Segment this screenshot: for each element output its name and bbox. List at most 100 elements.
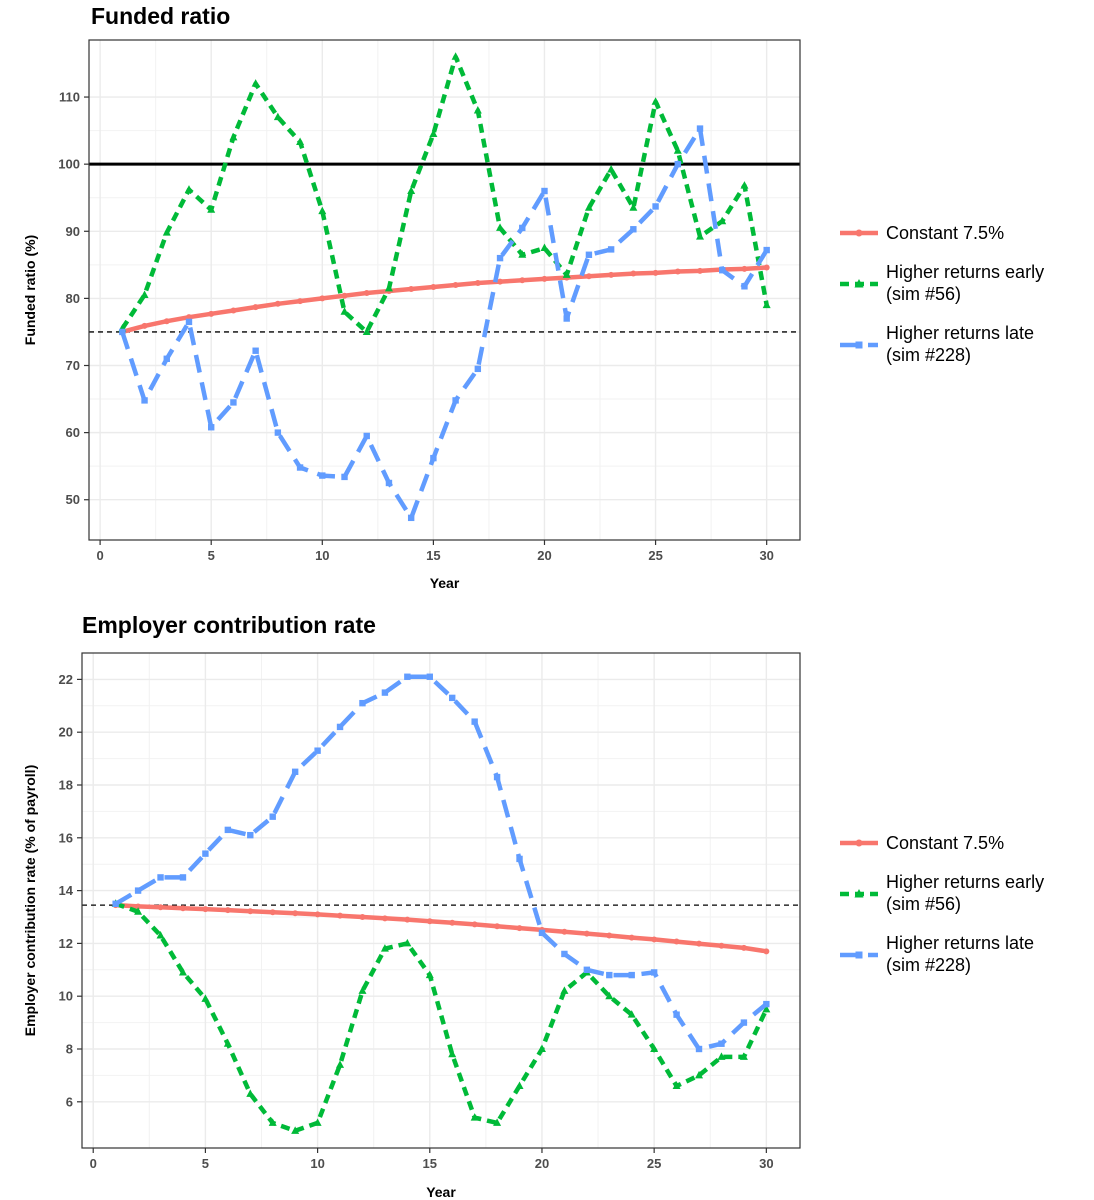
x-tick-label: 25 [647, 1156, 661, 1171]
data-point [696, 940, 703, 947]
data-point [695, 1070, 704, 1079]
data-point [156, 930, 165, 939]
series-line [114, 674, 768, 1052]
data-point [380, 944, 389, 952]
data-point [141, 322, 148, 329]
legend-key-marker [855, 951, 863, 959]
data-point [341, 473, 348, 481]
legend-key-marker [854, 279, 864, 288]
data-point [496, 254, 504, 262]
data-point [563, 315, 570, 322]
funded-ratio-chart: Funded ratio 0 5 10 15 20 25 30 50 60 70 80 90 100 110… [22, 3, 1044, 591]
legend: Constant 7.5% Higher returns early (sim #5… [840, 223, 1044, 365]
data-point [426, 673, 433, 680]
x-tick-label: 15 [423, 1156, 437, 1171]
data-point [471, 921, 478, 928]
data-point [337, 912, 344, 919]
legend-label: Higher returns late (sim #228) [886, 323, 1034, 365]
series-line [121, 265, 767, 335]
data-point [628, 934, 635, 941]
x-tick-label: 10 [315, 548, 329, 563]
data-point [291, 768, 299, 775]
data-point [673, 938, 680, 945]
data-point [273, 112, 282, 121]
data-point [429, 129, 438, 137]
y-tick-label: 100 [58, 157, 80, 172]
data-point [763, 948, 770, 955]
data-point [739, 1052, 748, 1060]
data-point [201, 994, 210, 1002]
data-point [474, 365, 482, 373]
data-point [408, 285, 415, 292]
y-tick-label: 14 [59, 883, 74, 898]
data-point [607, 246, 615, 253]
data-point [763, 1000, 770, 1008]
x-axis-title: Year [426, 1184, 456, 1200]
data-point [178, 967, 187, 976]
data-point [518, 250, 527, 258]
data-point [135, 903, 142, 910]
data-point [606, 971, 613, 979]
data-point [252, 347, 259, 354]
chart-title: Funded ratio [91, 3, 230, 29]
plot-border [81, 652, 801, 1149]
data-point [496, 223, 505, 231]
data-point [762, 300, 771, 309]
x-tick-label: 0 [90, 1156, 97, 1171]
data-point [673, 1011, 680, 1018]
data-point [696, 232, 705, 240]
data-point [251, 79, 260, 87]
x-tick-label: 0 [96, 548, 103, 563]
data-point [208, 310, 215, 317]
data-point [629, 203, 638, 211]
data-point [516, 855, 523, 863]
legend-label: Higher returns early (sim #56) [886, 262, 1044, 304]
legend-label: Higher returns early (sim #56) [886, 872, 1044, 914]
data-point [163, 355, 170, 362]
data-point [583, 930, 590, 937]
data-point [314, 911, 321, 918]
data-point [359, 914, 366, 920]
data-point [404, 916, 411, 923]
data-point [179, 905, 186, 912]
data-point [318, 206, 327, 215]
data-point [296, 137, 305, 146]
data-point [650, 969, 658, 976]
data-point [696, 125, 704, 132]
data-point [407, 186, 416, 195]
data-point [473, 105, 482, 114]
data-point [407, 514, 415, 522]
chart-title: Employer contribution rate [82, 612, 376, 638]
data-point [319, 472, 326, 479]
data-point [762, 1004, 771, 1013]
data-point [718, 1040, 725, 1047]
data-point [404, 673, 411, 680]
plot-border [88, 39, 801, 541]
x-tick-label: 10 [310, 1156, 324, 1171]
data-point [430, 283, 437, 290]
y-tick-label: 22 [59, 672, 73, 687]
data-point [717, 1052, 726, 1060]
data-point [741, 265, 748, 272]
data-point [494, 923, 501, 930]
data-point [363, 290, 370, 297]
data-point [269, 813, 276, 820]
data-point [292, 910, 299, 917]
y-tick-label: 60 [66, 425, 80, 440]
data-point [157, 874, 164, 881]
data-point [628, 971, 635, 979]
data-point [229, 132, 238, 141]
data-point [651, 936, 658, 943]
x-tick-label: 20 [535, 1156, 549, 1171]
x-tick-label: 30 [759, 548, 773, 563]
data-point [319, 295, 326, 302]
data-point [426, 918, 433, 925]
data-point [515, 1081, 524, 1089]
y-axis-title: Employer contribution rate (% of payroll… [22, 765, 38, 1036]
data-point [452, 281, 459, 288]
data-point [274, 429, 282, 436]
y-tick-label: 80 [66, 291, 80, 306]
data-point [340, 307, 349, 315]
contribution-rate-chart: Employer contribution rate 0 5 10 15 20 25 30 6 8… [22, 612, 1044, 1200]
